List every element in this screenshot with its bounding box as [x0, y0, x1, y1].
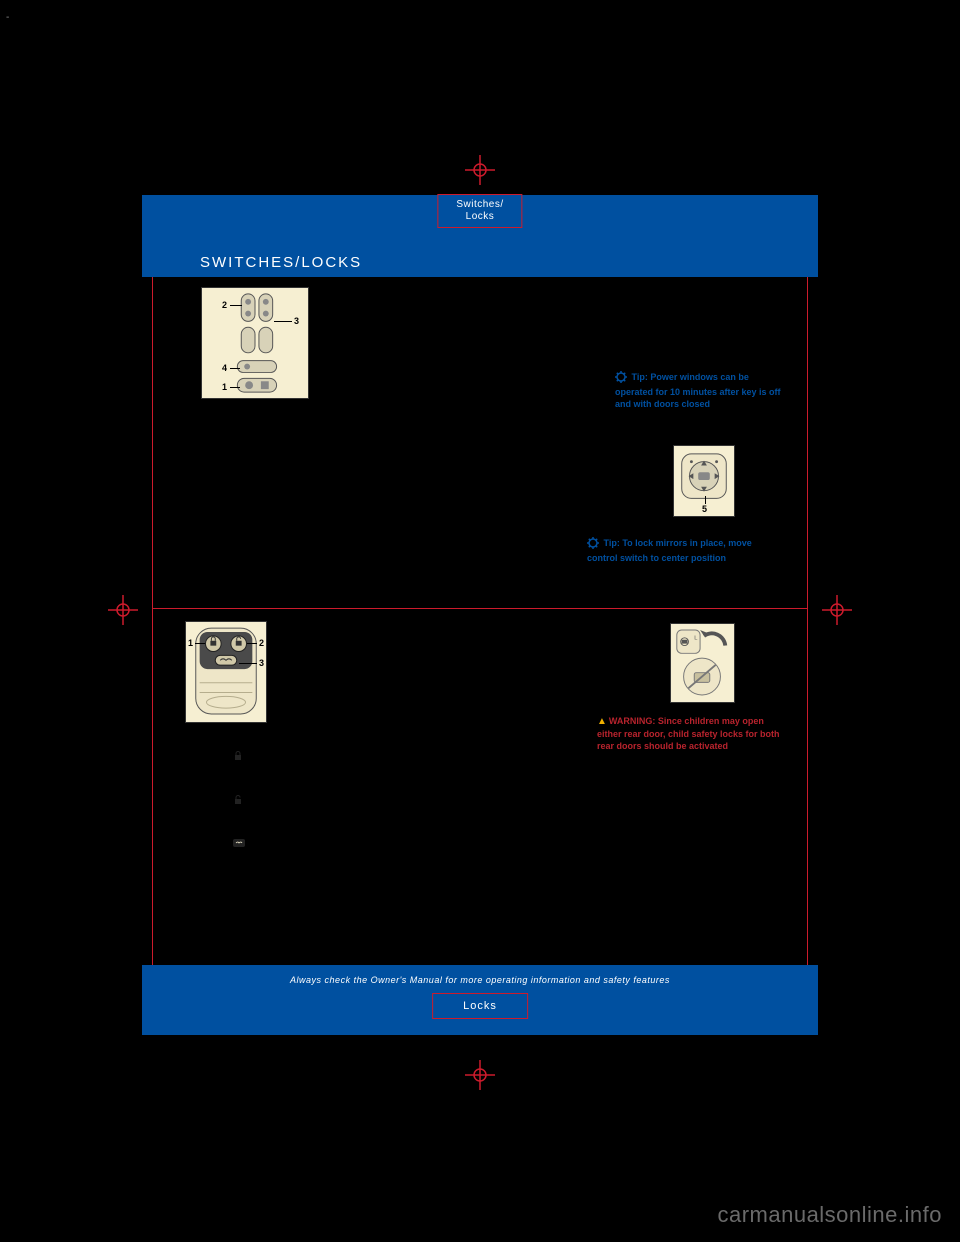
lead-r1	[195, 643, 205, 644]
remote-label-3: 3	[259, 658, 264, 668]
label-3: 3	[294, 316, 299, 326]
label-2: 2	[222, 300, 227, 310]
unlock-icon	[233, 795, 243, 807]
warning-child-lock: ▲WARNING: Since children may open either…	[597, 715, 787, 752]
gear-icon-2	[587, 537, 599, 552]
registration-mark-left	[108, 595, 138, 625]
tip-mirror-lock-text: Tip: To lock mirrors in place, move cont…	[587, 538, 752, 563]
warning-icon: ▲	[597, 716, 607, 728]
registration-mark-top	[465, 155, 495, 185]
header-bar: Switches/ Locks SWITCHES/LOCKS	[142, 195, 818, 277]
diagram-remote: 1 2 3	[185, 621, 267, 723]
lead-1	[230, 387, 240, 388]
lead-r3	[239, 663, 257, 664]
label-5: 5	[702, 504, 707, 514]
tip-power-windows: Tip: Power windows can be operated for 1…	[615, 371, 787, 410]
tip-power-windows-text: Tip: Power windows can be operated for 1…	[615, 372, 781, 409]
panic-icon	[233, 839, 245, 849]
warning-text: WARNING: Since children may open either …	[597, 716, 780, 751]
corner-mark: -	[6, 12, 9, 23]
switches-panel: 2 3 4 1 Tip: Power windows can be operat…	[152, 277, 808, 609]
lock-icon	[233, 751, 243, 763]
section-title: SWITCHES/LOCKS	[200, 254, 362, 271]
label-1: 1	[222, 382, 227, 392]
footer-note: Always check the Owner's Manual for more…	[142, 975, 818, 985]
remote-label-2: 2	[259, 638, 264, 648]
label-4: 4	[222, 363, 227, 373]
diagram-power-switches: 2 3 4 1	[201, 287, 309, 399]
footer-bar: Always check the Owner's Manual for more…	[142, 965, 818, 1035]
registration-mark-bottom	[465, 1060, 495, 1090]
lead-3	[274, 321, 292, 322]
page: Switches/ Locks SWITCHES/LOCKS	[142, 195, 818, 1035]
diagram-child-lock: L	[670, 623, 735, 703]
diagram-mirror-control: 5	[673, 445, 735, 517]
remote-label-1: 1	[188, 638, 193, 648]
lead-5	[705, 496, 706, 504]
header-tab-line2: Locks	[466, 211, 495, 222]
lead-4	[230, 368, 240, 369]
header-tab: Switches/ Locks	[437, 194, 522, 228]
tip-mirror-lock: Tip: To lock mirrors in place, move cont…	[587, 537, 769, 564]
locks-panel: 1 2 3 L	[152, 609, 808, 966]
lead-2	[230, 305, 242, 306]
gear-icon	[615, 371, 627, 386]
lead-r2	[247, 643, 257, 644]
footer-tab: Locks	[432, 993, 528, 1019]
registration-mark-right	[822, 595, 852, 625]
watermark: carmanualsonline.info	[717, 1202, 942, 1228]
header-tab-line1: Switches/	[456, 199, 503, 210]
